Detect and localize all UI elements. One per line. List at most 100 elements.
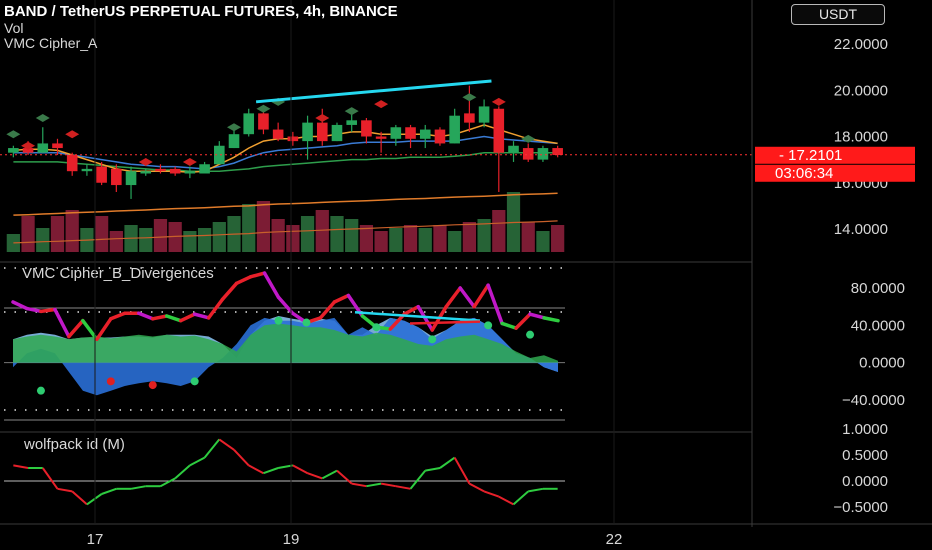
cipher-b-pane[interactable]: VMC Cipher_B_Divergences [4, 265, 565, 421]
volume-bar [330, 216, 344, 252]
wolfpack-tick-label: 0.0000 [842, 473, 888, 490]
volume-bar [256, 201, 271, 252]
wolfpack-line-segment [277, 464, 294, 469]
wave-cross-dot [190, 377, 199, 386]
candle-body [125, 171, 137, 186]
wolfpack-tick-label: −0.5000 [833, 499, 888, 516]
volume-bar [389, 228, 403, 252]
price-tick-label: 18.0000 [834, 129, 888, 146]
price-tick-label: 20.0000 [834, 82, 888, 99]
volume-label: Vol [4, 20, 24, 36]
volume-bar [551, 225, 565, 252]
candle-body [302, 122, 313, 142]
candle-body [66, 155, 78, 172]
rsi-line-segment [192, 312, 211, 320]
candle-body [228, 134, 240, 149]
candle-body [258, 113, 269, 130]
cipher-a-diamond [65, 130, 80, 139]
candle-body [81, 168, 93, 172]
price-pane[interactable] [0, 79, 752, 252]
wolfpack-line-segment [263, 467, 279, 475]
wolfpack-pane[interactable]: wolfpack id (M) [4, 436, 565, 506]
candle-body [37, 143, 49, 153]
wolfpack-line-segment [351, 482, 367, 488]
osc-red-divergence-line [409, 320, 481, 325]
volume-bar [521, 222, 535, 252]
volume-bar [536, 231, 550, 252]
candle-body [8, 148, 19, 153]
wolfpack-line-segment [528, 487, 544, 493]
candle-body [169, 168, 181, 174]
volume-bar [448, 231, 462, 252]
volume-bar [50, 216, 65, 252]
osc-tick-label: 0.0000 [859, 355, 905, 372]
osc-tick-label: 80.0000 [851, 280, 905, 297]
volume-bar [139, 228, 153, 252]
volume-bar [492, 210, 506, 252]
candle-body [508, 145, 519, 153]
volume-bar [153, 219, 168, 252]
wolfpack-line-segment [41, 467, 59, 490]
osc-pane-title: VMC Cipher_B_Divergences [22, 265, 214, 282]
candle-body [52, 143, 63, 149]
time-tick-label: 22 [606, 531, 623, 548]
volume-bar [462, 222, 477, 252]
rsi-line-segment [500, 321, 518, 330]
indicator-a-label: VMC Cipher_A [4, 35, 98, 51]
volume-bar [359, 225, 374, 252]
ema-long-line [13, 192, 558, 216]
cipher-a-diamond [6, 130, 21, 139]
wolfpack-line-segment [174, 464, 191, 480]
rsi-line-segment [458, 286, 476, 309]
rsi-line-segment [276, 295, 295, 315]
rsi-line-segment [416, 304, 434, 332]
rsi-line-segment [472, 283, 490, 309]
volume-bar [477, 219, 491, 252]
rsi-line-segment [206, 297, 225, 320]
candle-body [390, 127, 402, 139]
rsi-line-segment [318, 300, 337, 320]
rsi-line-segment [248, 271, 267, 279]
rsi-line-segment [164, 314, 183, 323]
wolfpack-line-segment [409, 469, 427, 490]
rsi-line-segment [25, 306, 43, 314]
volume-bar [271, 219, 285, 252]
volume-bar [6, 234, 20, 252]
cipher-a-diamond [374, 100, 389, 109]
volume-bar [315, 210, 329, 252]
candle-body [287, 136, 299, 142]
candle-body [522, 148, 534, 160]
ema-fast-line [13, 124, 558, 174]
rsi-line-segment [95, 317, 113, 342]
rsi-line-segment [150, 314, 169, 321]
cipher-a-diamond [138, 157, 153, 166]
wave-cross-dot [526, 330, 535, 339]
price-tick-label: 22.0000 [834, 36, 888, 53]
candle-body [361, 120, 372, 137]
volume-bar [212, 222, 226, 252]
wolfpack-line-segment [130, 485, 146, 490]
wave-cross-dot [36, 386, 45, 395]
currency-button[interactable]: USDT [791, 4, 885, 25]
wolfpack-line-segment [189, 456, 206, 467]
candle-body [375, 136, 387, 139]
wave-cross-dot [148, 381, 157, 390]
wolfpack-pane-title: wolfpack id (M) [23, 436, 125, 453]
wave-cross-dot [372, 323, 381, 332]
cipher-a-diamond [521, 134, 536, 143]
wolfpack-line-segment [321, 469, 338, 480]
wolfpack-line-segment [57, 487, 73, 493]
volume-bar [183, 231, 197, 252]
candle-body [214, 145, 225, 165]
wave-cross-dot [302, 318, 311, 327]
rsi-line-segment [39, 307, 57, 314]
rsi-line-segment [262, 271, 281, 300]
wolfpack-line-segment [336, 469, 353, 485]
cipher-a-diamond [227, 123, 242, 132]
candle-body [434, 129, 446, 144]
candle-body [199, 164, 210, 174]
wolfpack-line-segment [498, 495, 514, 506]
rsi-line-segment [542, 316, 560, 323]
